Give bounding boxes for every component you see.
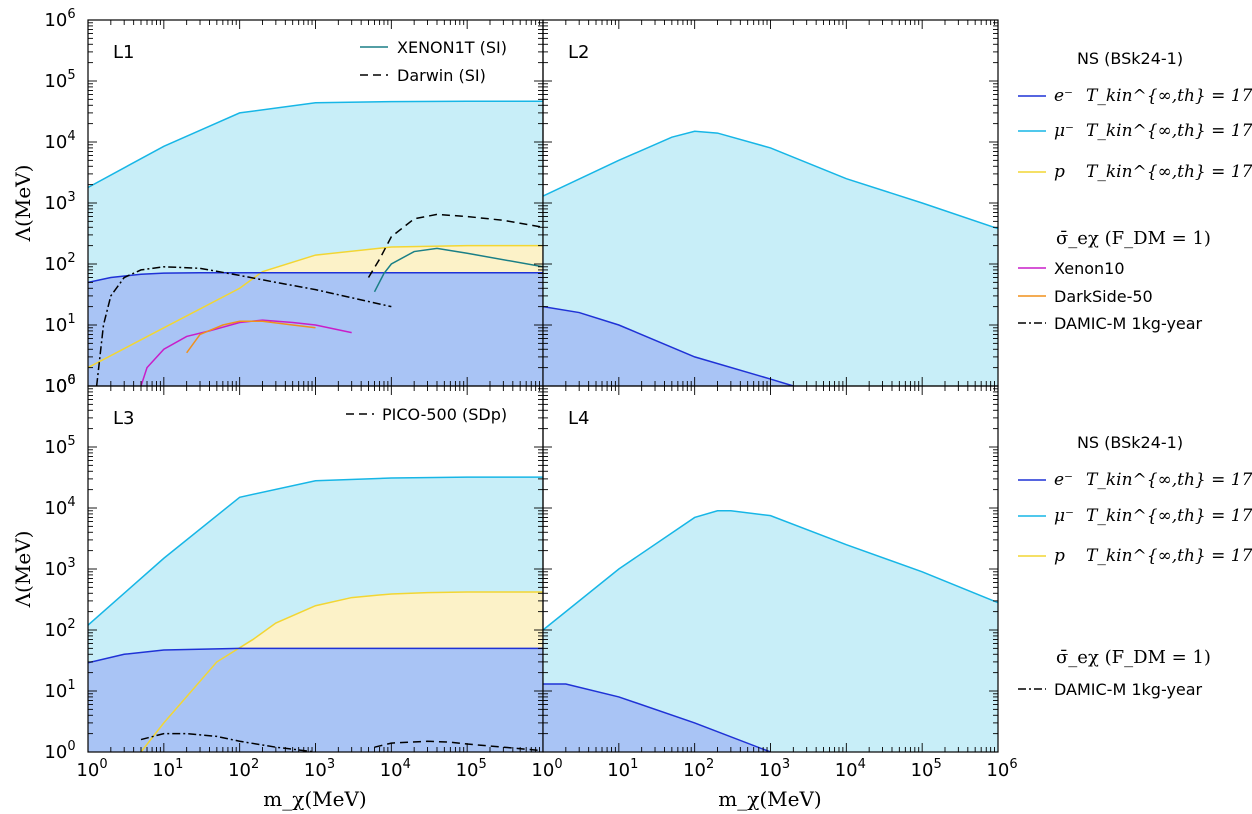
- panel-L2: L2: [542, 19, 999, 387]
- legend-bottom-title: NS (BSk24-1): [1077, 433, 1183, 452]
- xtick-label: 106: [986, 757, 1017, 781]
- ytick-label: 105: [44, 434, 75, 458]
- ytick-label: 106: [44, 7, 75, 31]
- ytick-label: 100: [44, 739, 75, 763]
- line-darkside-L1: [186, 320, 316, 354]
- ytick-label: 104: [44, 129, 75, 153]
- legend-top: NS (BSk24-1) e⁻ T_kin^{∞,th} = 1700 K μ⁻…: [1018, 49, 1252, 333]
- plot-area-L2: [543, 130, 998, 386]
- legend-top-darkside-label: DarkSide-50: [1054, 287, 1153, 306]
- ytick-label: 102: [44, 617, 75, 641]
- ytick-label: 103: [44, 556, 75, 580]
- ytick-label: 105: [44, 68, 75, 92]
- line-muon-L1: [88, 100, 543, 189]
- line-muon-L4: [543, 510, 998, 631]
- panel-L1: 100 101 102 103 104 105 106 L1 XENON1T (SI) Darwi…: [44, 7, 544, 397]
- legend-top-muon-particle: μ⁻: [1054, 121, 1074, 141]
- line-muon-L3: [88, 476, 543, 626]
- line-proton-L1: [88, 244, 543, 369]
- panel-label-L2: L2: [568, 42, 589, 63]
- xtick-label: 104: [835, 757, 866, 781]
- fill-electron-L4: [543, 684, 771, 752]
- inset-legend-pico-label: PICO-500 (SDp): [382, 405, 507, 424]
- legend-bottom-electron-particle: e⁻: [1054, 470, 1073, 490]
- line-darwin-L1: [367, 213, 543, 278]
- xtick-label: 105: [456, 757, 487, 781]
- legend-top-electron-particle: e⁻: [1054, 86, 1073, 106]
- xtick-label: 101: [607, 757, 638, 781]
- legend-bottom-proton-particle: p: [1054, 546, 1065, 566]
- xtick-label: 105: [911, 757, 942, 781]
- xtick-label: 103: [304, 757, 335, 781]
- inset-legend-xenon1t-label: XENON1T (SI): [397, 38, 507, 57]
- panel-label-L3: L3: [113, 408, 134, 429]
- legend-bottom-electron-label: T_kin^{∞,th} = 1700 K: [1086, 470, 1252, 490]
- plot-area-L4: [543, 510, 998, 752]
- ytick-label: 104: [44, 495, 75, 519]
- line-electron-L1: [88, 271, 543, 284]
- y-axis-label-bottom: Λ(MeV): [11, 531, 35, 609]
- ytick-label: 101: [44, 312, 75, 336]
- legend-bottom: NS (BSk24-1) e⁻ T_kin^{∞,th} = 1700 K μ⁻…: [1018, 433, 1252, 699]
- panel-label-L1: L1: [113, 42, 134, 63]
- legend-bottom-subtitle: σ̄_eχ (F_DM = 1): [1056, 647, 1211, 668]
- fill-muon-L2: [543, 131, 998, 386]
- line-proton-L3: [140, 591, 543, 752]
- legend-bottom-proton-label: T_kin^{∞,th} = 1700 K: [1086, 546, 1252, 566]
- ytick-label: 103: [44, 190, 75, 214]
- line-electron-L2: [543, 305, 794, 386]
- legend-top-damic-label: DAMIC-M 1kg-year: [1054, 314, 1203, 333]
- line-xenon10-L1: [140, 319, 352, 386]
- y-axis-title-top: Λ(MeV): [11, 165, 35, 243]
- inset-legend-darwin-label: Darwin (SI): [397, 66, 486, 85]
- line-muon-L2: [543, 130, 998, 230]
- plot-area-L3: [88, 476, 543, 752]
- xtick-label: 102: [683, 757, 714, 781]
- line-damic-L3: [140, 732, 316, 752]
- legend-top-electron-label: T_kin^{∞,th} = 1700 K: [1086, 86, 1252, 106]
- y-axis-title-bottom: Λ(MeV): [11, 531, 35, 609]
- line-electron-L4: [543, 683, 771, 752]
- fill-electron-L3: [88, 648, 543, 752]
- ytick-label: 101: [44, 678, 75, 702]
- xtick-label: 100: [76, 757, 107, 781]
- panels: 100 101 102 103 104 105 106 L1 XENON1T (SI) Darwi…: [44, 7, 1017, 781]
- y-axis-label-top: Λ(MeV): [11, 165, 35, 243]
- xtick-label: 102: [228, 757, 259, 781]
- legend-bottom-muon-particle: μ⁻: [1054, 506, 1074, 526]
- line-electron-L3: [88, 647, 543, 664]
- ytick-label: 106: [44, 373, 75, 397]
- fill-electron-L1: [88, 272, 543, 386]
- x-axis-title-left: m_χ(MeV): [263, 787, 366, 811]
- x-axis-title-right: m_χ(MeV): [718, 787, 821, 811]
- legend-top-title: NS (BSk24-1): [1077, 49, 1183, 68]
- legend-top-proton-particle: p: [1054, 162, 1065, 182]
- legend-top-proton-label: T_kin^{∞,th} = 1700 K: [1086, 162, 1252, 182]
- ytick-label: 102: [44, 251, 75, 275]
- panel-label-L4: L4: [568, 408, 589, 429]
- legend-top-xenon10-label: Xenon10: [1054, 259, 1125, 278]
- ytick-label: 100: [44, 373, 75, 397]
- line-damic-L1: [95, 266, 392, 386]
- legend-top-subtitle: σ̄_eχ (F_DM = 1): [1056, 228, 1211, 249]
- fill-muon-L4: [543, 510, 998, 752]
- legend-bottom-damic-label: DAMIC-M 1kg-year: [1054, 680, 1203, 699]
- legend-bottom-muon-label: T_kin^{∞,th} = 1700 K: [1086, 506, 1252, 526]
- xtick-label: 101: [152, 757, 183, 781]
- xtick-label: 100: [531, 757, 562, 781]
- legend-top-muon-label: T_kin^{∞,th} = 1700 K: [1086, 121, 1252, 141]
- xtick-label: 103: [759, 757, 790, 781]
- plot-area-L1: [88, 100, 543, 386]
- panel-L4: 100 101 102 103 104 105 106 L4: [531, 385, 1018, 781]
- line-xenon1t-L1: [373, 247, 543, 293]
- xtick-label: 104: [380, 757, 411, 781]
